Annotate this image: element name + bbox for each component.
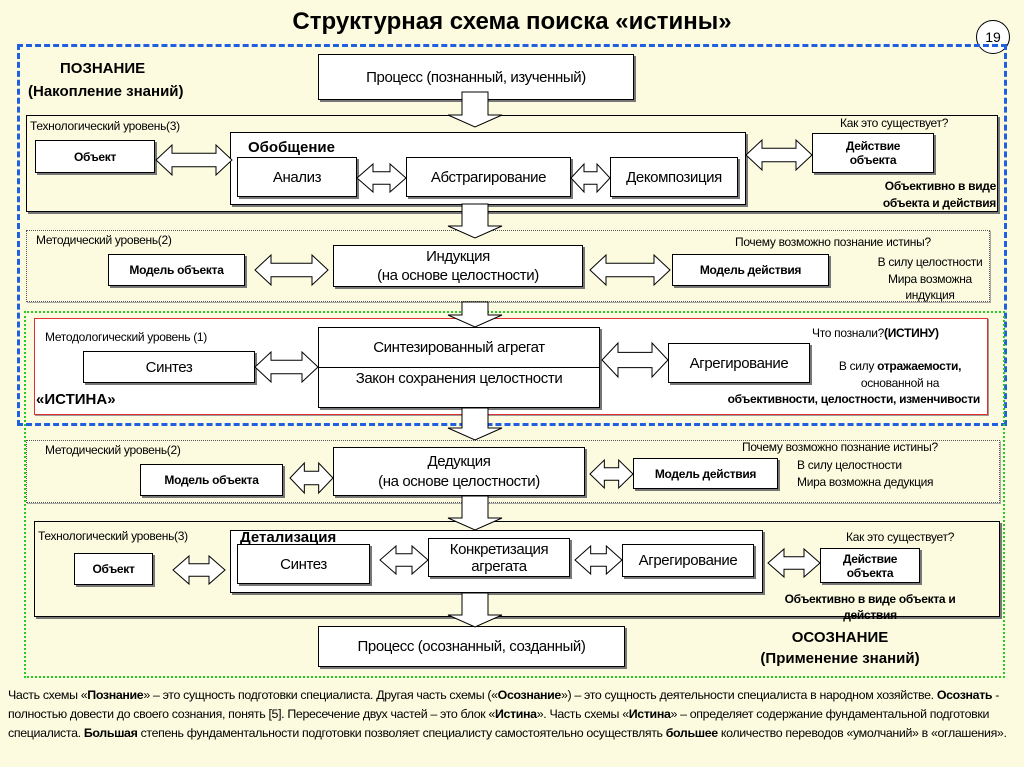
method-level-label: Методический уровень(2) xyxy=(36,233,172,247)
action-line: объекта xyxy=(849,153,897,167)
decomposition-box: Декомпозиция xyxy=(610,157,738,197)
answer-line: объективности, целостности, изменчивости xyxy=(727,392,981,406)
induction-subtitle: (на основе целостности) xyxy=(377,267,539,284)
paragraph-segment: Познание xyxy=(87,688,144,702)
page-number-badge: 19 xyxy=(976,20,1010,54)
osoznanie-subtitle: (Применение знаний) xyxy=(760,650,920,667)
tech-question: Как это существует? xyxy=(846,530,955,544)
methodology-level-label: Методологический уровень (1) xyxy=(45,330,208,344)
analysis-box: Анализ xyxy=(237,157,357,197)
paragraph-segment: Осознание xyxy=(497,688,562,702)
action-box: Действие объекта xyxy=(820,548,920,583)
osoznanie-region xyxy=(24,311,1005,678)
object-box: Объект xyxy=(74,553,153,585)
tech-answer: Объективно в виде объекта и действия xyxy=(820,178,996,212)
object-box: Объект xyxy=(35,140,155,173)
method-answer: В силу целостности Мира возможна индукция xyxy=(850,254,1010,304)
paragraph-segment: степень фундаментальности подготовки поз… xyxy=(137,726,666,741)
poznanie-title: ПОЗНАНИЕ xyxy=(60,60,146,77)
action-line: объекта xyxy=(846,565,894,580)
paragraph-segment: Часть схемы « xyxy=(8,688,88,702)
answer-line: Объективно в виде объекта и xyxy=(784,592,956,606)
answer-text: В силу xyxy=(838,359,878,373)
paragraph-segment: ». Часть схемы « xyxy=(536,707,629,722)
model-action-box: Модель действия xyxy=(672,254,829,286)
paragraph-segment: количество переводов «умолчаний» в «огла… xyxy=(717,726,1007,741)
synthesized-aggregate: Синтезированный агрегат xyxy=(319,328,599,368)
answer-line: В силу целостности xyxy=(797,458,902,472)
tech-level-bottom xyxy=(34,521,1000,617)
page-title: Структурная схема поиска «истины» xyxy=(292,8,732,35)
model-object-box: Модель объекта xyxy=(108,254,245,286)
process-top: Процесс (познанный, изученный) xyxy=(318,54,634,100)
induction-box: Индукция (на основе целостности) xyxy=(333,245,583,287)
poznanie-subtitle: (Накопление знаний) xyxy=(28,83,184,100)
model-action-box: Модель действия xyxy=(633,458,778,489)
action-line: Действие xyxy=(842,551,898,566)
methodology-question: Что познали?(ИСТИНУ) xyxy=(812,326,939,340)
tech-level-label: Технологический уровень(3) xyxy=(30,119,180,133)
abstraction-box: Абстрагирование xyxy=(406,157,571,197)
synthesis-box: Синтез xyxy=(83,351,255,383)
paragraph-segment: - полностью довести до своего сознания, … xyxy=(8,688,1000,722)
question-text: Что познали? xyxy=(812,326,884,340)
osoznanie-title: ОСОЗНАНИЕ xyxy=(791,629,889,646)
osoznanie-label: ОСОЗНАНИЕ (Применение знаний) xyxy=(740,627,940,669)
poznanie-region xyxy=(17,44,1007,426)
method-level-label: Методический уровень(2) xyxy=(45,443,181,457)
answer-line: объекта и действия xyxy=(882,196,996,210)
integrity-law: Закон сохранения целостности xyxy=(355,370,563,387)
detailing-label: Детализация xyxy=(240,529,337,546)
paragraph-segment: ») – это сущность деятельности специалис… xyxy=(560,688,937,702)
process-bottom: Процесс (осознанный, созданный) xyxy=(318,626,625,667)
method-answer: В силу целостности Мира возможна дедукция xyxy=(797,457,934,491)
synthesized-aggregate-box: Синтезированный агрегат Закон сохранения … xyxy=(318,327,600,408)
deduction-box: Дедукция (на основе целостности) xyxy=(333,447,585,496)
tech-question: Как это существует? xyxy=(840,116,949,130)
induction-title: Индукция xyxy=(426,248,490,265)
action-line: Действие xyxy=(845,139,901,153)
answer-line: действия xyxy=(843,608,897,622)
answer-line: В силу целостности xyxy=(877,255,983,269)
answer-line: Объективно в виде xyxy=(884,179,997,193)
method-level-top xyxy=(26,230,990,302)
question-bold: (ИСТИНУ) xyxy=(884,326,939,340)
aggregation-box: Агрегирование xyxy=(668,343,810,383)
paragraph-segment: » – это сущность подготовки специалиста.… xyxy=(143,688,498,702)
paragraph-segment: Истина xyxy=(628,707,671,722)
methodology-answer: В силу отражаемости, основанной на объекти… xyxy=(650,358,981,408)
istina-label: «ИСТИНА» xyxy=(36,391,116,408)
answer-line: В силу отражаемости, xyxy=(650,358,980,375)
paragraph-segment: большее xyxy=(665,726,718,741)
answer-line: основанной на xyxy=(860,375,940,390)
answer-line: Мира возможна дедукция xyxy=(797,475,934,489)
deduction-title: Дедукция xyxy=(427,452,491,470)
tech-level-top xyxy=(26,115,998,212)
method-question: Почему возможно познание истины? xyxy=(742,440,938,454)
generalization-label: Обобщение xyxy=(248,139,335,156)
model-object-box: Модель объекта xyxy=(140,464,283,496)
tech-answer: Объективно в виде объекта и действия xyxy=(760,591,980,623)
paragraph-segment: » – определяет содержание фундаментально… xyxy=(8,707,990,741)
synthesis-box: Синтез xyxy=(237,544,370,584)
description-paragraph: Часть схемы «Познание» – это сущность по… xyxy=(8,686,1018,744)
answer-line: индукция xyxy=(905,288,955,302)
answer-line: Мира возможна xyxy=(888,271,972,286)
paragraph-segment: Большая xyxy=(83,726,138,741)
tech-level-label: Технологический уровень(3) xyxy=(38,529,188,543)
action-box: Действие объекта xyxy=(812,133,934,173)
method-question: Почему возможно познание истины? xyxy=(735,235,931,249)
method-level-bottom xyxy=(26,440,1000,503)
paragraph-segment: Истина xyxy=(494,707,537,722)
answer-bold: отражаемости, xyxy=(877,359,962,373)
paragraph-segment: Осознать xyxy=(936,688,993,702)
deduction-subtitle: (на основе целостности) xyxy=(378,472,540,490)
concretization-box: Конкретизация агрегата xyxy=(428,538,570,577)
aggregation-box: Агрегирование xyxy=(622,544,754,577)
